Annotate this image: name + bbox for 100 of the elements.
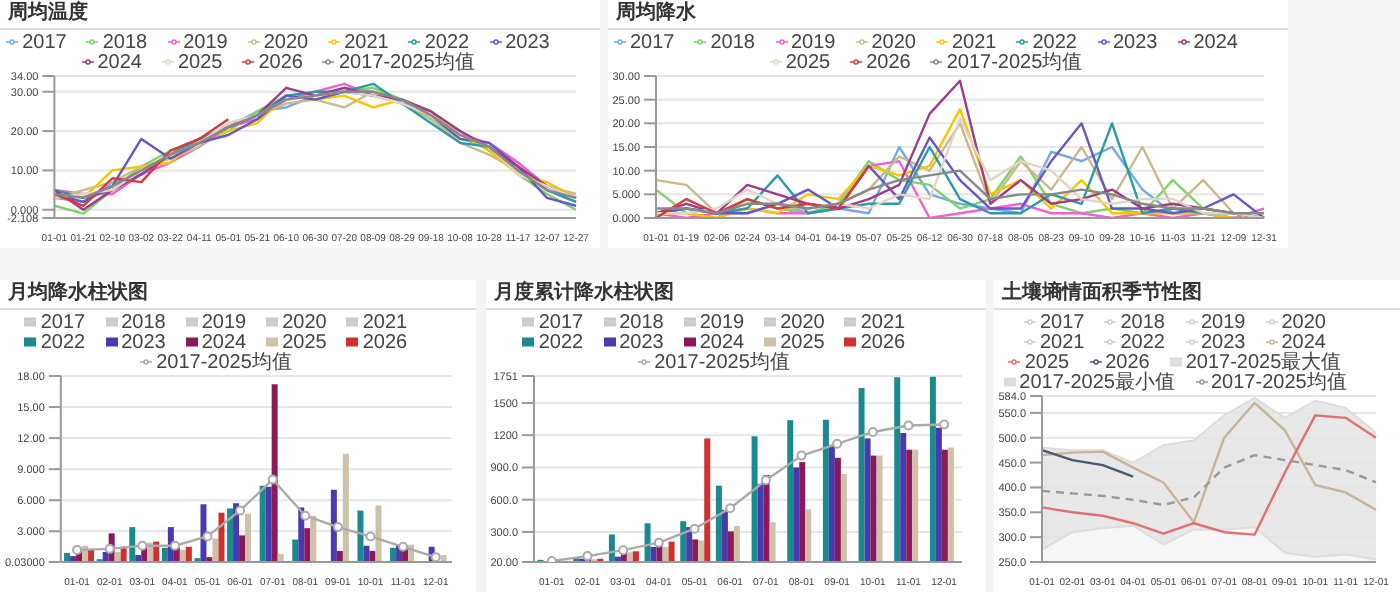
bar [330,489,337,562]
line-series [654,164,870,218]
point [267,474,278,485]
legend-label: 2022 [1032,32,1077,54]
legend-label: 2025 [177,52,223,74]
bar [218,512,225,562]
legend-label: 2024 [1193,32,1238,54]
bar [751,436,758,562]
legend-label: 2018 [1120,312,1165,334]
legend-label: 2021 [344,32,389,54]
legend-label: 2018 [121,312,166,334]
legend-label: 2022 [538,332,584,354]
bar [935,427,942,562]
legend-label: 2017-2025均值 [1211,372,1347,394]
bar [870,455,877,562]
legend-label: 2025 [780,332,825,354]
legend-label: 2017-2025均值 [946,52,1083,74]
point [430,552,441,562]
point [760,475,771,486]
bar [715,485,722,562]
bar [799,462,806,562]
point [939,419,950,430]
legend-label: 2023 [505,32,550,54]
bar [680,521,687,562]
bar [245,513,252,562]
legend-label: 2022 [40,332,86,354]
bar [336,550,343,562]
legend-label: 2026 [860,332,906,354]
legend-label: 2017-2025均值 [156,352,292,374]
legend-label: 2017-2025最小值 [1019,372,1175,394]
chart-title: 月度累计降水柱状图 [486,280,986,310]
legend-label: 2017 [40,312,86,334]
bar [179,549,186,562]
bar [721,509,728,562]
legend-label: 2026 [258,52,303,74]
legend-label: 2018 [710,32,755,54]
point [832,438,843,449]
legend-label: 2017 [22,32,67,54]
legend-label: 2017-2025均值 [338,52,475,74]
legend-label: 2020 [282,312,327,334]
legend-label: 2020 [1281,312,1326,334]
bar [769,522,776,562]
legend-label: 2021 [860,312,906,334]
legend-label: 2018 [102,32,148,54]
bar [787,420,794,562]
point [398,541,409,552]
legend-label: 2019 [201,312,247,334]
legend-label: 2025 [785,52,831,74]
bar [200,504,207,562]
line-series [53,118,230,207]
bar [793,467,800,562]
legend-label: 2020 [871,32,916,54]
bar [265,486,272,562]
bar [805,509,812,562]
legend-label: 2024 [1281,332,1326,354]
bar [369,550,376,562]
bar [626,552,633,562]
legend-label: 2021 [1040,332,1085,354]
bar [894,377,901,562]
point [903,420,914,431]
legend-label: 2019 [183,32,228,54]
bar [185,546,192,562]
bar [858,387,865,562]
legend-label: 2024 [201,332,247,354]
bar [834,457,841,562]
bar [114,551,121,562]
bar [900,433,907,562]
legend-label: 2023 [1201,332,1246,354]
legend-label: 2026 [866,52,911,74]
point [202,531,213,542]
line-series [1040,414,1378,536]
bar [662,546,669,562]
legend-label: 2021 [952,32,997,54]
line-series [1040,448,1135,478]
bar [271,384,278,562]
bar [929,376,936,562]
legend-label: 2026 [1105,352,1150,374]
point [137,540,148,551]
legend-label: 2022 [1120,332,1165,354]
bar [259,485,266,562]
legend-label: 2021 [362,312,408,334]
bar [668,541,675,562]
point [689,523,700,534]
bar [864,438,871,562]
legend-label: 2025 [1024,352,1070,374]
point [725,503,736,514]
legend-label: 2020 [780,312,825,334]
point [72,544,83,555]
chart-title: 周均降水 [608,0,1288,30]
point [169,540,180,551]
bar [822,419,829,562]
bar [363,545,370,562]
bar [375,505,382,562]
point [332,522,343,533]
legend-label: 2017-2025均值 [654,352,790,374]
legend-label: 2023 [619,332,664,354]
point [867,426,878,437]
bar [292,539,299,562]
bar [129,527,136,562]
legend-label: 2026 [362,332,408,354]
